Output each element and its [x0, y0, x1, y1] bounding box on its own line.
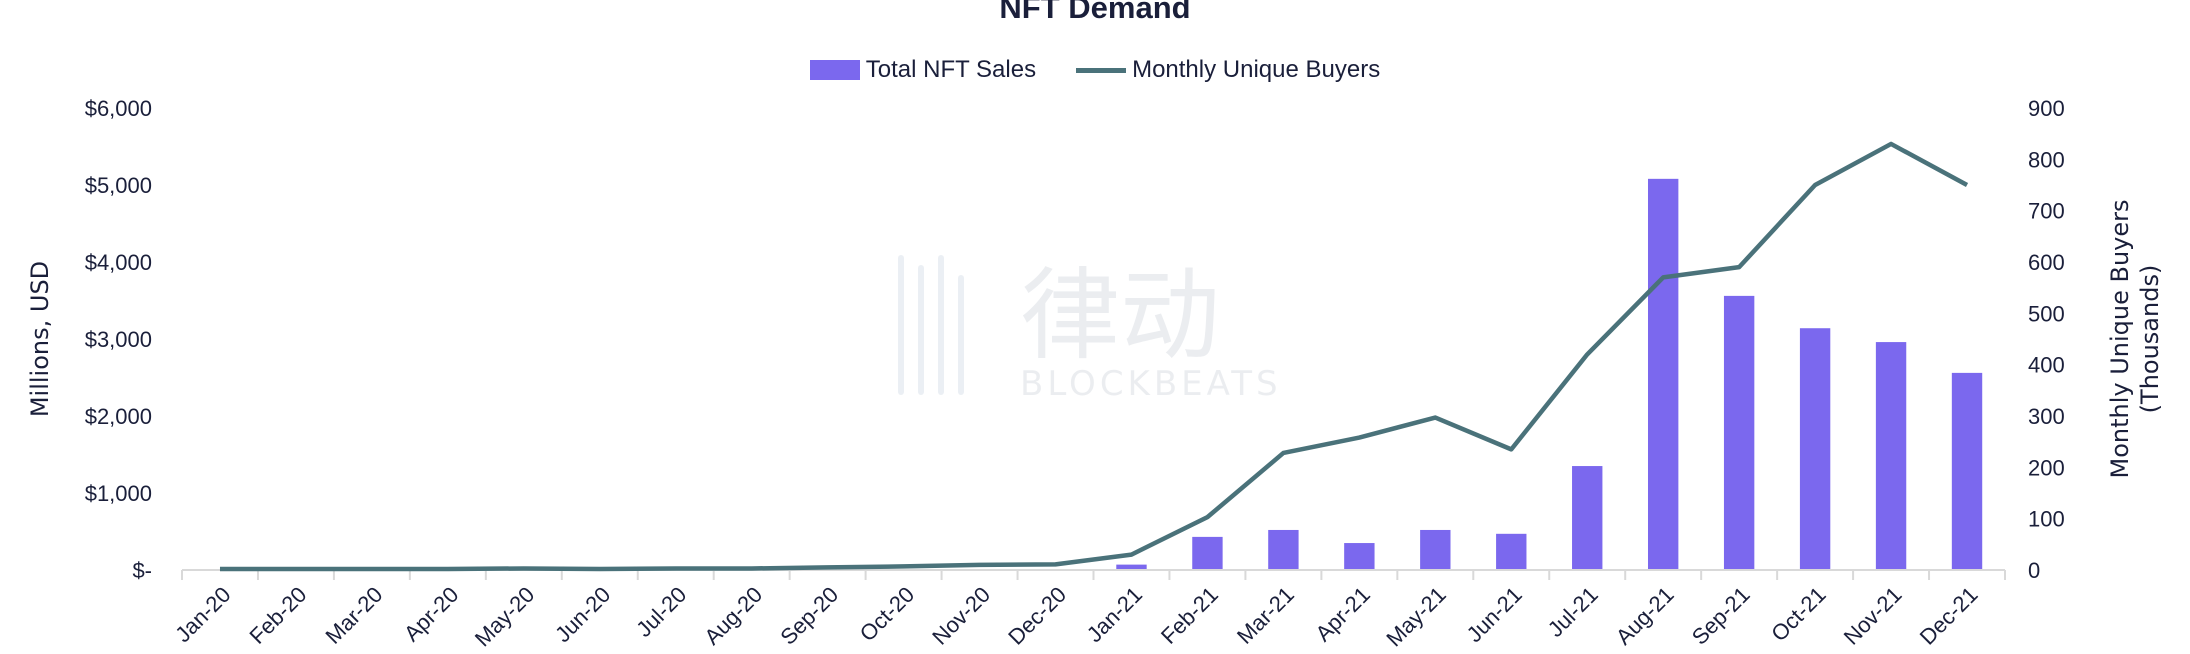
- y-tick-label: $1,000: [85, 481, 152, 506]
- x-tick-label: Mar-20: [320, 582, 387, 649]
- y-tick-label: $4,000: [85, 250, 152, 275]
- x-tick-label: May-20: [470, 582, 540, 652]
- y-tick-label: $-: [132, 558, 152, 583]
- x-tick-label: Sep-21: [1687, 582, 1755, 650]
- x-tick-label: Apr-21: [1311, 582, 1375, 646]
- watermark: 律动 BLOCKBEATS: [898, 255, 1282, 404]
- y2-tick-label: 200: [2028, 455, 2065, 480]
- x-tick-label: Feb-20: [244, 582, 311, 649]
- y-tick-label: $3,000: [85, 327, 152, 352]
- x-tick-label: Mar-21: [1232, 582, 1299, 649]
- x-tick-label: Jan-21: [1082, 582, 1147, 647]
- y-tick-label: $5,000: [85, 173, 152, 198]
- x-tick-label: Oct-20: [855, 582, 919, 646]
- bar-Apr-21: [1344, 543, 1375, 570]
- x-tick-label: Feb-21: [1156, 582, 1223, 649]
- svg-text:律动: 律动: [1020, 257, 1220, 374]
- legend: Total NFT Sales Monthly Unique Buyers: [0, 56, 2190, 84]
- bar-May-21: [1420, 529, 1451, 570]
- bar-Dec-21: [1951, 372, 1983, 570]
- legend-swatch-line: [1076, 67, 1127, 73]
- x-tick-label: Jun-20: [550, 582, 615, 647]
- x-tick-label: Sep-20: [775, 582, 843, 650]
- legend-item-sales: Total NFT Sales: [809, 56, 1037, 84]
- y2-tick-label: 900: [2028, 96, 2065, 121]
- x-tick-label: Aug-20: [699, 582, 767, 650]
- y-tick-label: $6,000: [85, 96, 152, 121]
- x-tick-label: Dec-20: [1003, 582, 1071, 650]
- y2-axis-label-line1: Monthly Unique Buyers: [2106, 199, 2134, 478]
- legend-swatch-bar: [809, 60, 860, 80]
- x-tick-label: Jan-20: [170, 582, 235, 647]
- x-tick-label: Nov-21: [1839, 582, 1907, 650]
- svg-text:BLOCKBEATS: BLOCKBEATS: [1020, 364, 1282, 404]
- chart-title: NFT Demand: [999, 0, 1191, 25]
- legend-label: Total NFT Sales: [865, 56, 1037, 83]
- x-tick-label: Jul-20: [631, 582, 691, 642]
- bar-Nov-21: [1875, 342, 1907, 570]
- x-tick-label: Apr-20: [399, 582, 463, 646]
- bar-Mar-21: [1268, 529, 1299, 570]
- y-tick-label: $2,000: [85, 404, 152, 429]
- y2-axis-label-line2: (Thousands): [2136, 265, 2164, 414]
- y2-tick-label: 500: [2028, 301, 2065, 326]
- bar-Jun-21: [1496, 533, 1527, 570]
- bar-Aug-21: [1647, 178, 1679, 570]
- x-tick-label: Jun-21: [1462, 582, 1527, 647]
- bar-Oct-21: [1799, 328, 1831, 570]
- x-tick-label: May-21: [1381, 582, 1451, 652]
- y2-tick-label: 300: [2028, 404, 2065, 429]
- legend-item-buyers: Monthly Unique Buyers: [1076, 56, 1380, 84]
- x-tick-label: Aug-21: [1611, 582, 1679, 650]
- y2-tick-label: 100: [2028, 507, 2065, 532]
- bar-Jan-21: [1116, 564, 1147, 570]
- x-tick-label: Oct-21: [1766, 582, 1830, 646]
- bar-Jul-21: [1572, 466, 1603, 570]
- bar-Sep-21: [1723, 295, 1755, 570]
- y2-tick-label: 400: [2028, 353, 2065, 378]
- legend-label: Monthly Unique Buyers: [1132, 56, 1381, 83]
- y2-tick-label: 0: [2028, 558, 2040, 583]
- y2-tick-label: 800: [2028, 147, 2065, 172]
- bar-Feb-21: [1192, 536, 1223, 570]
- y-axis-label: Millions, USD: [26, 261, 54, 417]
- buyers-line: [219, 141, 1969, 572]
- x-tick-label: Nov-20: [927, 582, 995, 650]
- x-tick-label: Jul-21: [1543, 582, 1603, 642]
- x-tick-label: Dec-21: [1915, 582, 1983, 650]
- y2-tick-label: 600: [2028, 250, 2065, 275]
- y2-tick-label: 700: [2028, 199, 2065, 224]
